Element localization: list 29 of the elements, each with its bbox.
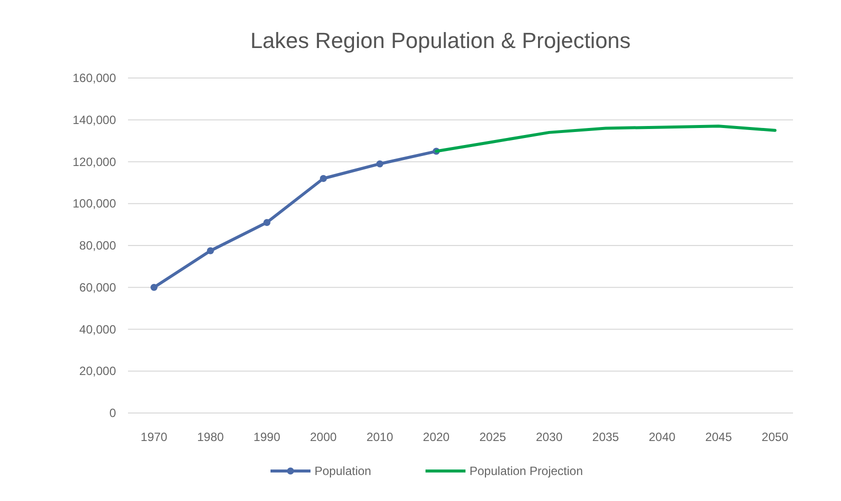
x-tick-label: 2010 (366, 430, 394, 444)
x-tick-label: 2030 (536, 430, 563, 444)
point (320, 175, 327, 182)
x-tick-label: 1980 (197, 430, 224, 444)
legend-label: Population (314, 464, 372, 478)
y-tick-label: 20,000 (79, 364, 116, 378)
x-tick-label: 1970 (140, 430, 168, 444)
x-tick-label: 2020 (422, 430, 450, 444)
point (150, 284, 158, 291)
y-tick-label: 60,000 (79, 280, 116, 294)
y-tick-label: 100,000 (72, 196, 116, 211)
point (263, 218, 270, 226)
x-tick-label: 2000 (310, 430, 338, 444)
legend-label: Population Projection (470, 464, 583, 478)
y-tick-label: 40,000 (79, 322, 116, 336)
chart-title: Lakes Region Population & Projections (250, 28, 631, 53)
point (206, 247, 214, 254)
y-tick-label: 140,000 (72, 112, 116, 127)
x-tick-label: 2045 (705, 430, 732, 444)
point (376, 160, 384, 168)
y-tick-label: 80,000 (79, 238, 116, 252)
y-tick-label: 0 (109, 406, 116, 420)
x-tick-label: 1990 (254, 430, 281, 444)
x-tick-label: 2035 (592, 430, 620, 444)
x-tick-label: 2025 (479, 430, 506, 444)
y-tick-label: 120,000 (72, 154, 116, 169)
x-tick-label: 2040 (648, 430, 676, 444)
x-tick-label: 2050 (762, 430, 789, 444)
y-tick-label: 160,000 (72, 71, 116, 85)
